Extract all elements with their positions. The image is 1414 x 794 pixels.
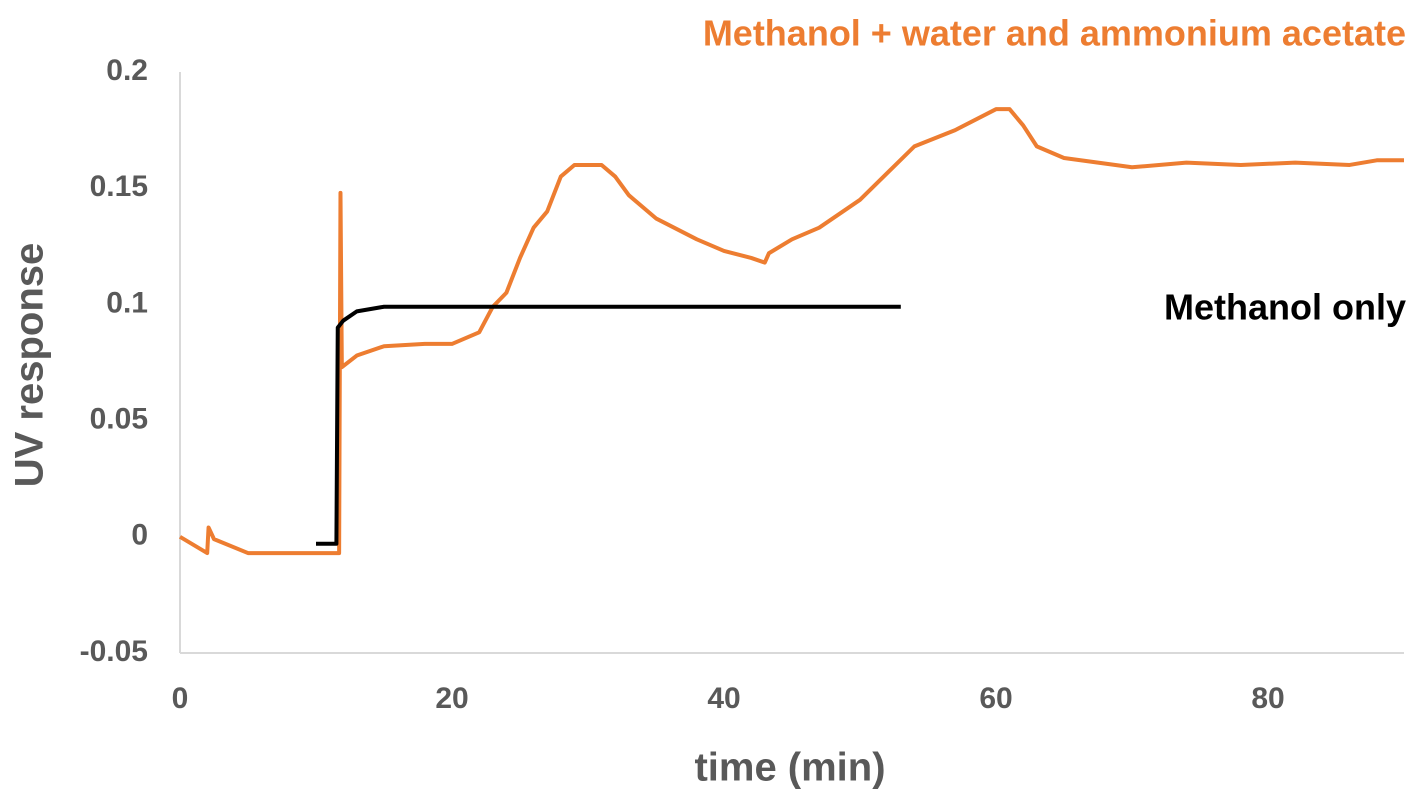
y-tick-label: 0.05 <box>90 403 148 436</box>
x-tick-label: 60 <box>979 682 1012 715</box>
x-axis-title: time (min) <box>694 746 885 790</box>
x-tick-label: 40 <box>707 682 740 715</box>
y-tick-label: 0 <box>131 519 148 552</box>
y-tick-label: 0.1 <box>106 286 148 319</box>
y-tick-label: 0.15 <box>90 170 148 203</box>
series-line <box>316 304 901 546</box>
x-tick-label: 0 <box>172 682 189 715</box>
series-label: Methanol + water and ammonium acetate <box>703 13 1406 54</box>
series-label: Methanol only <box>1164 287 1406 328</box>
x-tick-label: 80 <box>1251 682 1284 715</box>
y-tick-label: 0.2 <box>106 54 148 87</box>
series-line <box>178 107 1404 556</box>
y-axis-title: UV response <box>8 243 52 488</box>
y-tick-label: -0.05 <box>80 635 148 668</box>
x-tick-label: 20 <box>435 682 468 715</box>
